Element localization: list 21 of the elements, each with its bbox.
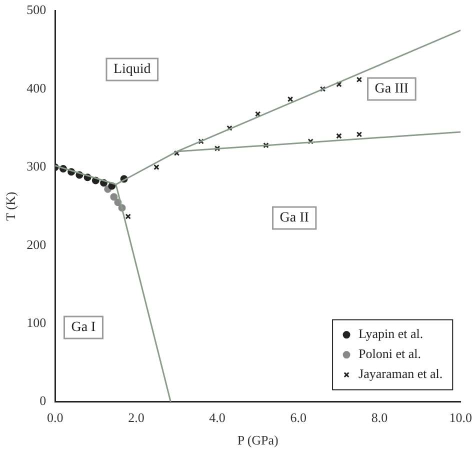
legend-label: Jayaraman et al. (358, 366, 443, 382)
x-tick-label: 4.0 (209, 410, 226, 426)
annotation: Ga I (71, 320, 96, 336)
y-tick-label: 400 (26, 80, 46, 96)
y-tick-label: 0 (40, 393, 46, 408)
x-tick-label: 8.0 (371, 410, 388, 426)
y-tick-label: 200 (26, 236, 46, 252)
annotation: Ga III (374, 82, 409, 97)
legend-label: Lyapin et al. (358, 326, 424, 342)
annotation: Liquid (113, 62, 151, 78)
legend-label: Poloni et al. (358, 346, 421, 362)
x-tick-label: 0.0 (46, 410, 64, 426)
x-axis-title: P (GPa) (237, 432, 278, 448)
y-tick-label: 500 (26, 2, 46, 18)
y-tick-label: 100 (26, 315, 46, 330)
annotation: Ga II (280, 210, 310, 226)
x-tick-label: 2.0 (128, 410, 144, 426)
y-axis-title: T (K) (3, 192, 18, 221)
y-tick-label: 300 (26, 158, 46, 174)
x-tick-label: 6.0 (290, 410, 307, 426)
x-tick-label: 10.0 (449, 410, 472, 426)
